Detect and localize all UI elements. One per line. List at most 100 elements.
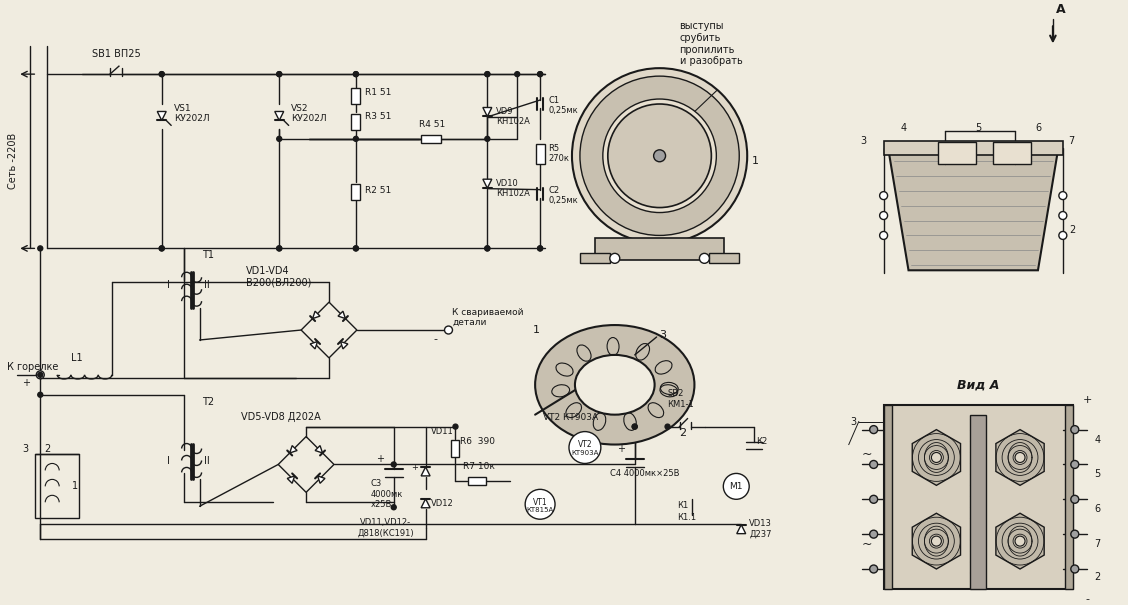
Polygon shape [913,430,961,485]
Circle shape [485,71,490,77]
Bar [421,135,441,143]
Circle shape [699,253,710,263]
Text: C1
0,25мк: C1 0,25мк [548,96,578,116]
Circle shape [1015,536,1025,546]
Polygon shape [312,311,320,319]
Circle shape [632,424,637,429]
Text: ~: ~ [862,448,872,461]
Circle shape [36,371,44,379]
Text: R6  390: R6 390 [460,437,495,445]
Circle shape [538,71,543,77]
Bar [970,414,986,589]
Circle shape [526,489,555,519]
Text: R7 10к: R7 10к [464,462,495,471]
Text: VD5-VD8 Д202А: VD5-VD8 Д202А [241,411,321,422]
Text: ⇑: ⇑ [995,143,1005,153]
Text: II: II [203,280,210,290]
Text: C3
4000мк
х25В: C3 4000мк х25В [371,479,403,509]
Ellipse shape [535,325,695,445]
Text: 7: 7 [1094,539,1101,549]
Polygon shape [275,111,284,120]
Polygon shape [996,513,1045,569]
Text: 6: 6 [1094,504,1101,514]
Bar [468,477,486,485]
Text: 4: 4 [1094,434,1101,445]
Text: VD13
Д237: VD13 Д237 [749,520,772,539]
Circle shape [1070,495,1078,503]
Text: 3: 3 [861,136,866,146]
Text: C2
0,25мк: C2 0,25мк [548,186,578,205]
Circle shape [723,474,749,499]
Text: выступы
срубить
пропилить
и разобрать: выступы срубить пропилить и разобрать [679,21,742,66]
Text: R1 51: R1 51 [364,88,391,97]
Text: КТ903А: КТ903А [571,451,599,457]
Text: К горелке: К горелке [8,362,59,372]
Text: ⇑: ⇑ [941,143,950,153]
Bar [536,144,545,164]
Text: VD11: VD11 [431,427,453,436]
Circle shape [653,150,666,162]
Text: 4: 4 [900,123,907,133]
Text: SB2
КМ1-1: SB2 КМ1-1 [668,389,695,409]
Text: VD10
КН102А: VD10 КН102А [496,178,530,198]
Circle shape [538,246,543,251]
Circle shape [276,71,282,77]
Circle shape [580,76,739,235]
Circle shape [870,460,878,468]
Text: R2 51: R2 51 [364,186,391,195]
Text: +: + [617,445,625,454]
Text: VT1: VT1 [532,498,547,507]
Polygon shape [737,525,746,534]
Text: 2: 2 [1069,226,1076,235]
Circle shape [485,136,490,142]
Circle shape [538,246,543,251]
Text: VS2
КУ202Л: VS2 КУ202Л [291,104,327,123]
Text: VD9
КН102А: VD9 КН102А [496,107,530,126]
Bar [938,142,976,164]
Circle shape [453,424,458,429]
Ellipse shape [575,355,654,414]
Circle shape [880,232,888,240]
Text: 2: 2 [679,428,687,437]
Text: 6: 6 [1034,123,1041,133]
Circle shape [37,372,43,378]
Text: +: + [376,454,384,465]
Circle shape [276,246,282,251]
Text: VT2 КТ903А: VT2 КТ903А [543,413,598,422]
Text: 1: 1 [752,155,759,166]
Text: L1: L1 [71,353,83,363]
Polygon shape [341,341,347,349]
Circle shape [37,246,43,251]
Polygon shape [338,311,345,319]
Circle shape [159,246,165,251]
Bar [580,253,610,263]
Text: R3 51: R3 51 [364,112,391,121]
Circle shape [391,505,396,510]
Text: VD12: VD12 [431,499,453,508]
Circle shape [602,99,716,212]
Text: С4 4000мк×25В: С4 4000мк×25В [610,469,679,479]
Polygon shape [288,476,294,483]
Circle shape [538,71,543,77]
Circle shape [870,530,878,538]
Text: -: - [1086,594,1090,604]
Bar [35,454,79,518]
Text: I: I [167,456,169,466]
Polygon shape [996,430,1045,485]
Circle shape [485,71,490,77]
Circle shape [353,246,359,251]
Circle shape [1070,530,1078,538]
Circle shape [485,246,490,251]
Text: К2: К2 [756,437,767,446]
Text: +: + [1083,394,1092,405]
Text: Вид А: Вид А [957,378,999,391]
Text: 3: 3 [660,330,667,340]
Text: VT2: VT2 [578,440,592,449]
Text: VD11,VD12-
Д818(КС191): VD11,VD12- Д818(КС191) [358,518,414,538]
Text: 5: 5 [975,123,981,133]
Bar [352,184,360,200]
Text: 7: 7 [1068,136,1074,146]
Text: R4 51: R4 51 [418,120,444,129]
Polygon shape [421,499,430,508]
Circle shape [1070,426,1078,434]
